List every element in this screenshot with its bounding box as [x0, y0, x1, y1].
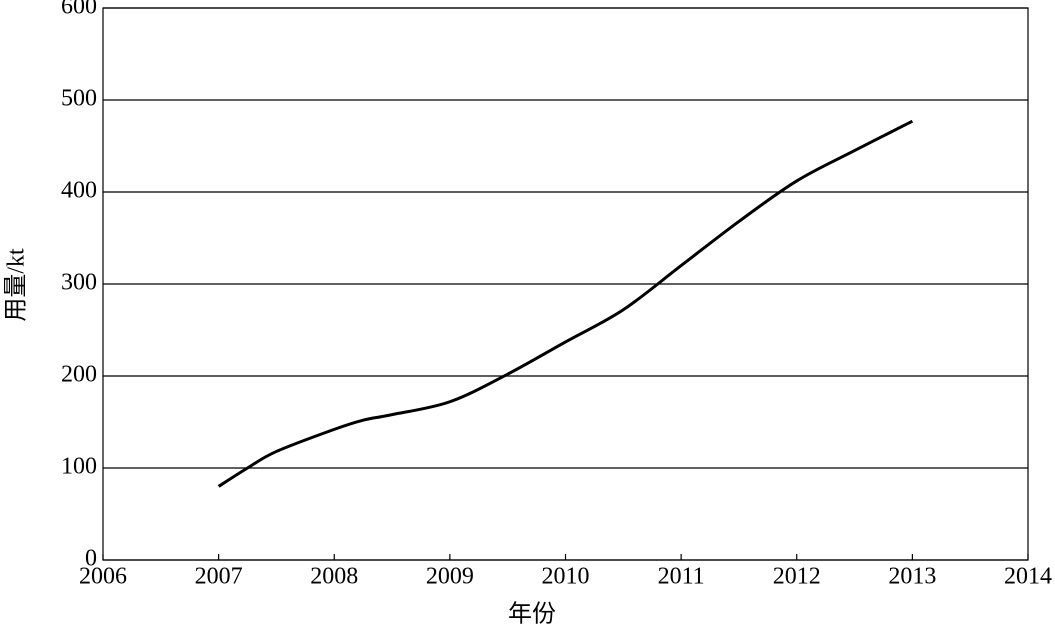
y-tick-label: 100	[61, 454, 97, 480]
x-tick-label: 2006	[79, 564, 127, 590]
plot-frame	[102, 7, 1029, 561]
x-tick-label: 2014	[1004, 564, 1052, 590]
y-tick-label: 200	[61, 362, 97, 388]
y-tick-label: 0	[85, 546, 97, 572]
data-line	[217, 119, 914, 488]
y-axis-label: 用量/kt	[4, 248, 30, 322]
x-tick-label: 2013	[888, 564, 936, 590]
y-tick-label: 600	[61, 0, 97, 20]
y-tick-label: 500	[61, 86, 97, 112]
x-tick-label: 2012	[773, 564, 821, 590]
x-tick-label: 2008	[310, 564, 358, 590]
x-axis-label: 年份	[508, 601, 556, 628]
x-tick-label: 2009	[426, 564, 474, 590]
x-tick-label: 2007	[195, 564, 243, 590]
y-tick-label: 300	[61, 270, 97, 296]
x-tick-label: 2010	[542, 564, 590, 590]
x-tick-label: 2011	[658, 564, 705, 590]
y-tick-label: 400	[61, 178, 97, 204]
